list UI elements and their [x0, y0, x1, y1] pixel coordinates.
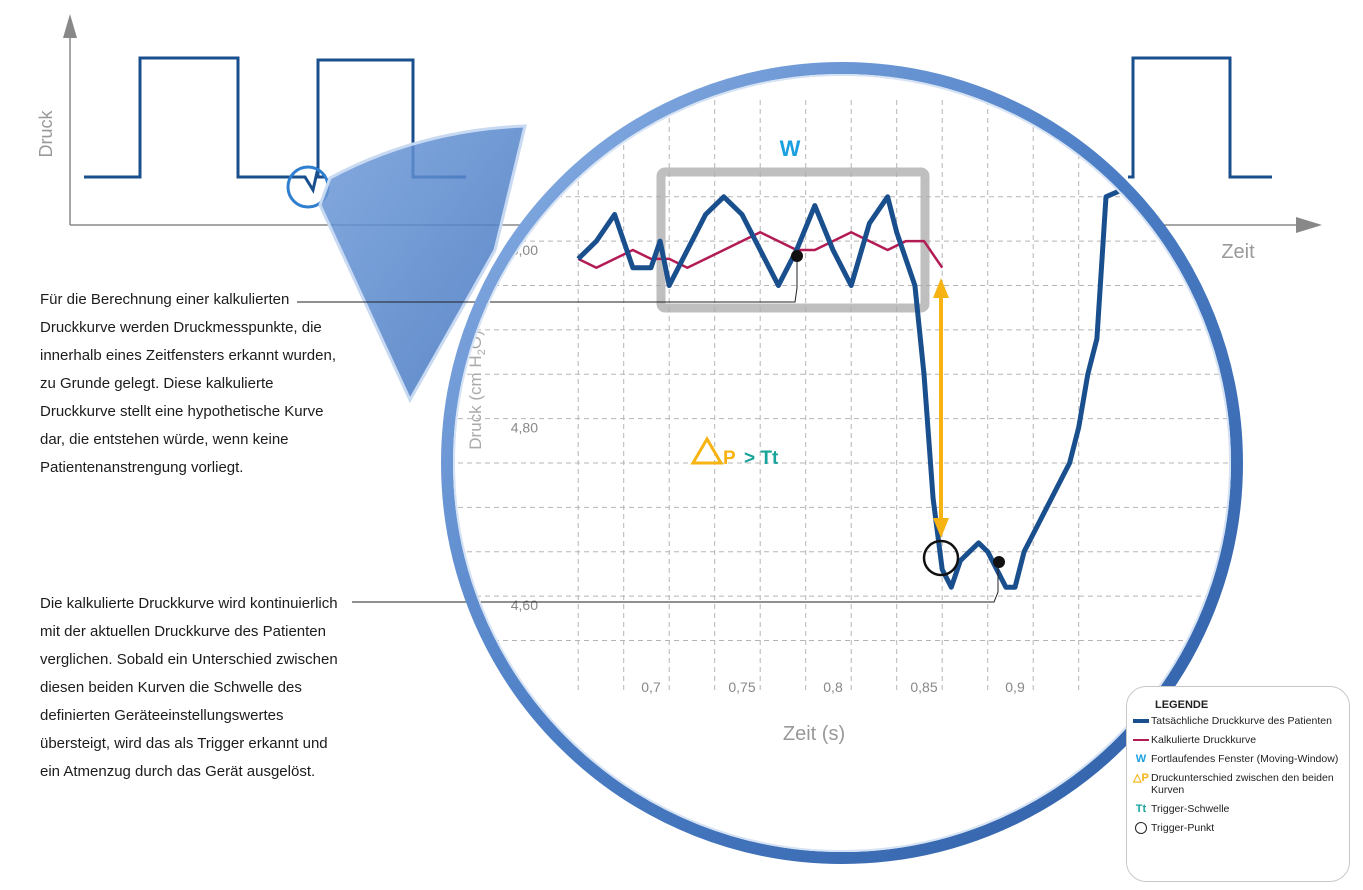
trigger-sample-point [993, 556, 1005, 568]
overview-x-label: Zeit [1221, 241, 1255, 263]
legend-item-trigger: Trigger-Punkt [1131, 822, 1339, 834]
legend-item-delta: △P Druckunterschied zwischen den beiden … [1131, 772, 1339, 796]
x-tick-label: 0,85 [910, 679, 937, 695]
window-sample-point [791, 250, 803, 262]
overview-pulse-1 [84, 58, 290, 177]
legend-item-label: Trigger-Schwelle [1151, 803, 1229, 815]
threshold-label: > Tt [744, 448, 779, 469]
legend-item-threshold: Tt Trigger-Schwelle [1131, 803, 1339, 815]
legend-item-label: Fortlaufendes Fenster (Moving-Window) [1151, 753, 1338, 765]
delta-p-symbol: △P [1131, 772, 1151, 784]
legend-item-calculated: Kalkulierte Druckkurve [1131, 734, 1339, 746]
x-tick-label: 0,75 [728, 679, 755, 695]
overview-y-arrow-icon [63, 14, 77, 38]
legend: LEGENDE Tatsächliche Druckkurve des Pati… [1126, 686, 1350, 882]
zoom-x-axis-label: Zeit (s) [783, 723, 845, 745]
explanation-paragraph-2: Die kalkulierte Druckkurve wird kontinui… [40, 590, 340, 786]
actual-curve-swatch-icon [1133, 719, 1149, 723]
window-label: W [780, 136, 801, 161]
delta-p-label: P [723, 448, 736, 469]
legend-item-label: Kalkulierte Druckkurve [1151, 734, 1256, 746]
legend-title: LEGENDE [1155, 699, 1339, 711]
overview-pulse-3 [1128, 58, 1272, 177]
overview-x-arrow-icon [1296, 217, 1322, 233]
explanation-paragraph-1: Für die Berechnung einer kalkulierten Dr… [40, 286, 340, 482]
legend-item-label: Trigger-Punkt [1151, 822, 1214, 834]
trigger-point-swatch-icon [1135, 822, 1147, 834]
window-symbol: W [1131, 753, 1151, 765]
y-tick-label: 4,80 [511, 420, 538, 436]
x-tick-label: 0,9 [1005, 679, 1025, 695]
legend-item-label: Tatsächliche Druckkurve des Patienten [1151, 715, 1332, 727]
legend-item-label: Druckunterschied zwischen den beiden Kur… [1151, 772, 1339, 796]
y-tick-label: 4,60 [511, 597, 538, 613]
threshold-symbol: Tt [1131, 803, 1151, 815]
calculated-curve-swatch-icon [1133, 739, 1149, 741]
legend-item-window: W Fortlaufendes Fenster (Moving-Window) [1131, 753, 1339, 765]
x-tick-label: 0,8 [823, 679, 843, 695]
overview-y-label: Druck [36, 110, 56, 158]
legend-item-actual: Tatsächliche Druckkurve des Patienten [1131, 715, 1339, 727]
x-tick-label: 0,7 [641, 679, 661, 695]
